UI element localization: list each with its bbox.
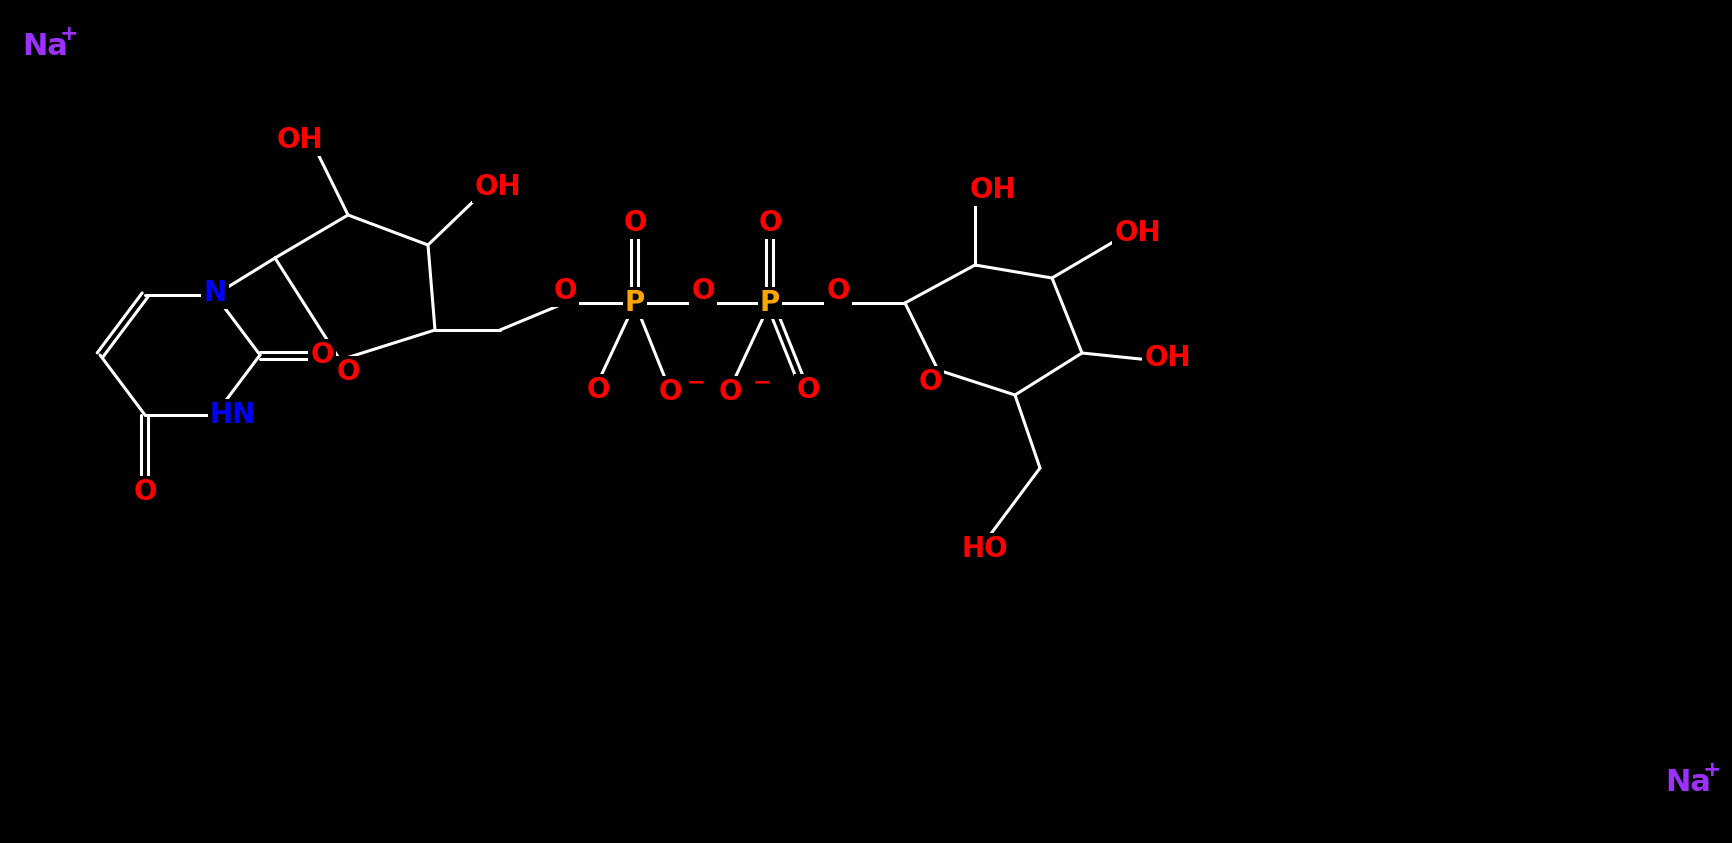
Text: HO: HO [961, 535, 1008, 563]
Text: O: O [759, 209, 781, 237]
Text: O: O [336, 358, 360, 386]
Text: HN: HN [210, 401, 256, 429]
Text: O: O [310, 341, 334, 369]
Text: O: O [691, 277, 714, 305]
Text: OH: OH [970, 176, 1015, 204]
Text: Na: Na [23, 32, 68, 61]
Text: OH: OH [1145, 344, 1190, 372]
Text: O: O [658, 378, 681, 406]
Text: O: O [133, 478, 156, 506]
Text: −: − [753, 372, 771, 392]
Text: O: O [795, 376, 819, 404]
Text: OH: OH [475, 173, 521, 201]
Text: O: O [717, 378, 741, 406]
Text: +: + [1703, 760, 1720, 780]
Text: N: N [203, 279, 227, 307]
Text: OH: OH [1114, 219, 1160, 247]
Text: OH: OH [277, 126, 324, 154]
Text: O: O [553, 277, 577, 305]
Text: Na: Na [1664, 768, 1709, 797]
Text: O: O [624, 209, 646, 237]
Text: P: P [625, 289, 644, 317]
Text: −: − [686, 372, 705, 392]
Text: +: + [61, 24, 78, 44]
Text: O: O [918, 368, 940, 396]
Text: P: P [759, 289, 779, 317]
Text: O: O [585, 376, 610, 404]
Text: O: O [826, 277, 849, 305]
